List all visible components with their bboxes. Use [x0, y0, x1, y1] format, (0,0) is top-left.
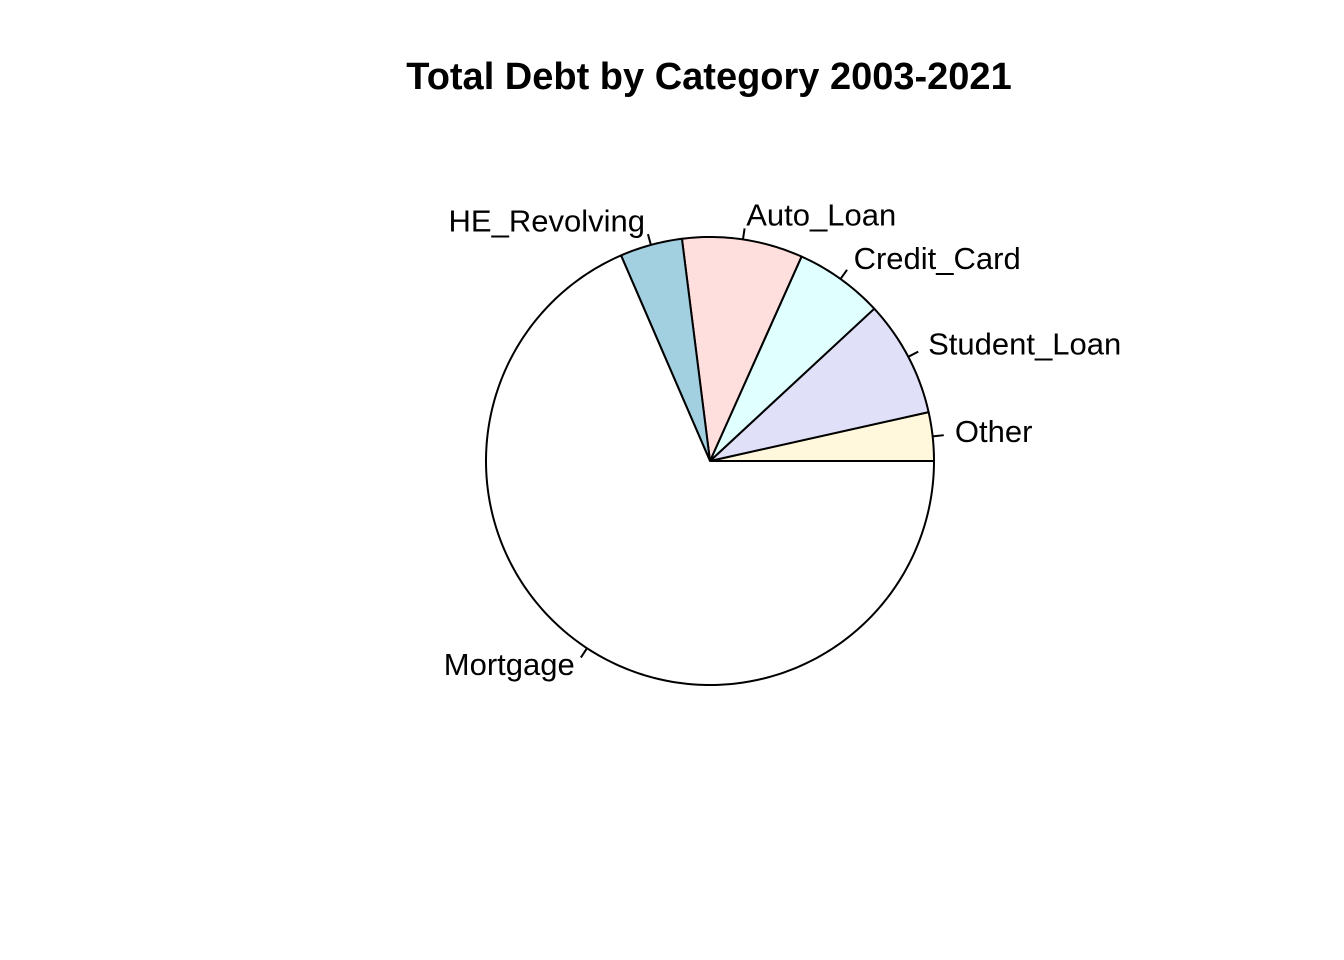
pie-slice-he-revolving [620, 237, 711, 462]
slice-tick-auto-loan [741, 228, 746, 240]
ticks-group [580, 228, 944, 659]
slice-label-mortgage: Mortgage [444, 647, 575, 682]
slice-tick-other [932, 434, 944, 438]
pie-slice-mortgage [485, 254, 935, 686]
chart-title: Total Debt by Category 2003-2021 [406, 56, 1012, 98]
pie-slice-student-loan [709, 307, 930, 462]
slice-label-auto-loan: Auto_Loan [746, 197, 896, 232]
slice-label-credit-card: Credit_Card [854, 241, 1021, 276]
slice-tick-credit-card [839, 269, 848, 280]
slice-label-he-revolving: HE_Revolving [449, 204, 645, 239]
slice-tick-student-loan [907, 350, 919, 358]
slice-tick-mortgage [580, 647, 588, 659]
labels-group: Other Student_Loan Credit_Card Auto_Loan HE_… [444, 197, 1121, 682]
slice-label-other: Other [955, 414, 1033, 449]
slice-label-student-loan: Student_Loan [928, 327, 1121, 362]
slices-group [485, 236, 935, 686]
slice-tick-he-revolving [646, 233, 652, 246]
